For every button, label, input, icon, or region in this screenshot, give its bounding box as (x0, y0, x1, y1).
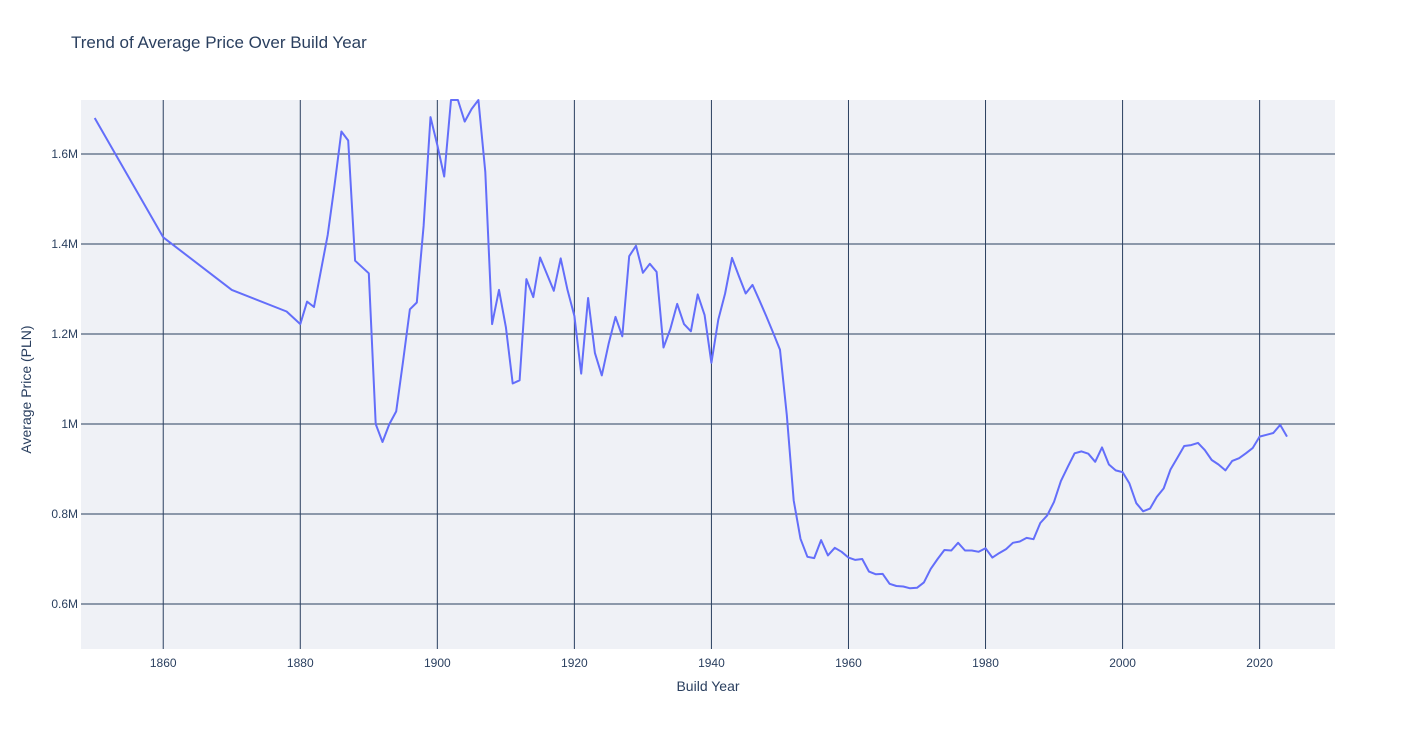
plot-area (81, 100, 1335, 649)
x-tick-label: 1960 (835, 656, 862, 670)
y-tick-label: 0.6M (51, 597, 78, 611)
x-tick-label: 1880 (287, 656, 314, 670)
x-tick-label: 1980 (972, 656, 999, 670)
x-tick-label: 1900 (424, 656, 451, 670)
x-gridlines (162, 100, 1261, 649)
x-tick-label: 2020 (1246, 656, 1273, 670)
x-tick-labels: 1860 1880 1900 1920 1940 1960 1980 2000 2020 (150, 656, 1273, 670)
x-tick-label: 1860 (150, 656, 177, 670)
chart-title: Trend of Average Price Over Build Year (71, 33, 367, 52)
x-tick-label: 2000 (1109, 656, 1136, 670)
x-tick-label: 1940 (698, 656, 725, 670)
y-tick-label: 1M (61, 417, 78, 431)
y-tick-label: 1.6M (51, 147, 78, 161)
y-gridlines (81, 153, 1335, 605)
y-tick-label: 0.8M (51, 507, 78, 521)
series-line-average-price[interactable] (93, 99, 1288, 590)
x-tick-label: 1920 (561, 656, 588, 670)
y-tick-label: 1.2M (51, 327, 78, 341)
y-axis-title: Average Price (PLN) (18, 325, 34, 453)
y-tick-labels: 0.6M 0.8M 1M 1.2M 1.4M 1.6M (51, 147, 78, 611)
x-axis-title: Build Year (676, 678, 739, 694)
y-tick-label: 1.4M (51, 237, 78, 251)
